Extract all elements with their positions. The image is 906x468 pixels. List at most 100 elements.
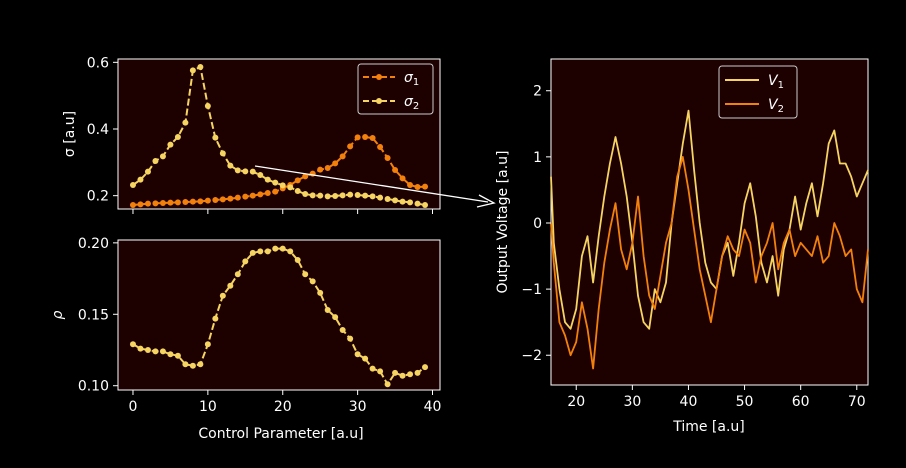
panel0-series0-point — [189, 198, 196, 205]
panel1-series0-point — [189, 362, 196, 369]
voltage-axes: −2 −1 0 1 2 20 30 40 50 60 70 — [521, 84, 865, 410]
panel0-series1-point — [339, 192, 346, 199]
panel1-series0-point — [242, 258, 249, 265]
panel1-series0-point — [384, 381, 391, 388]
panel1-series0-point — [399, 372, 406, 379]
panel1-series0-point — [234, 271, 241, 278]
panel0-series0-point — [324, 165, 331, 171]
sigma-legend: σ1 σ2 — [357, 63, 434, 115]
voltage-plot-area — [550, 58, 869, 386]
panel2-ytick-label: 2 — [533, 84, 542, 100]
panel0-series0-point — [249, 192, 256, 199]
voltage-panel: −2 −1 0 1 2 20 30 40 50 60 70 Output Voltage [a.u]… — [495, 58, 869, 435]
panel0-ytick-label: 0.6 — [87, 55, 109, 71]
panel1-series0-point — [354, 351, 361, 358]
panel0-series0-point — [182, 199, 189, 205]
panel0-series0-point — [392, 167, 399, 173]
panel0-series0-point — [129, 202, 136, 208]
panel0-series1-point — [279, 182, 286, 189]
panel0-series1-point — [392, 197, 399, 204]
panel0-series1-point — [129, 182, 136, 188]
panel0-series0-point — [242, 193, 249, 200]
panel1-xtick-label: 10 — [199, 399, 217, 415]
panel1-series0-point — [294, 257, 301, 263]
panel1-series0-point — [392, 369, 399, 376]
panel0-series0-point — [212, 197, 219, 203]
panel1-series0-point — [302, 271, 309, 278]
panel0-series0-point — [234, 194, 241, 201]
panel0-series0-point — [407, 182, 414, 188]
voltage-legend-box — [718, 65, 798, 119]
rho-y-axis-label: ρ — [50, 310, 66, 319]
panel0-series1-point — [219, 150, 226, 157]
panel0-series0-point — [204, 197, 211, 204]
panel0-series0-point — [294, 177, 301, 184]
sigma1-legend-label: σ1 — [404, 70, 419, 88]
panel0-series1-point — [294, 188, 301, 194]
panel0-ytick-label: 0.2 — [87, 189, 109, 205]
panel0-series1-point — [264, 176, 271, 183]
panel0-series0-point — [167, 199, 174, 206]
sigma-panel: 0.20.40.6 σ [a.u] σ1 σ2 — [62, 55, 441, 214]
panel1-ytick-label: 0.15 — [78, 307, 109, 323]
panel0-series1-point — [152, 158, 159, 164]
panel1-xtick-label: 20 — [274, 399, 292, 415]
sigma1-legend-sub: 1 — [413, 77, 419, 88]
panel2-series0-line — [550, 109, 869, 330]
panel1-series0-point — [377, 368, 384, 375]
panel0-series1-point — [159, 153, 166, 160]
panel1-series0-point — [287, 248, 294, 255]
panel0-series0-point — [414, 184, 421, 190]
sigma2-legend-marker — [376, 98, 382, 104]
panel0-series0-point — [339, 153, 346, 160]
panel1-ytick-label: 0.20 — [78, 236, 109, 252]
panel0-series1-point — [197, 64, 204, 70]
panel0-series1-point — [234, 167, 241, 174]
sigma1-legend-marker — [376, 74, 382, 80]
panel0-series0-point — [227, 195, 234, 202]
panel0-series0-point — [384, 155, 391, 161]
panel0-series1-point — [242, 168, 249, 175]
panel0-series1-point — [137, 176, 144, 183]
panel0-ytick-label: 0.4 — [87, 122, 109, 138]
panel0-series1-point — [309, 192, 316, 199]
panel1-series0-point — [167, 351, 174, 358]
panel0-series0-point — [144, 200, 151, 207]
panel1-series0-point — [257, 248, 264, 255]
panel1-series0-point — [362, 355, 369, 362]
panel0-series1-point — [174, 134, 181, 140]
panel0-series1-point — [347, 191, 354, 198]
panel0-series1-point — [249, 168, 256, 175]
panel0-series1-point — [257, 172, 264, 178]
panel2-xtick-label: 20 — [567, 394, 585, 410]
panel1-ytick-label: 0.10 — [78, 379, 109, 395]
panel1-series0-point — [414, 369, 421, 376]
panel1-xtick-label: 0 — [129, 399, 138, 415]
panel0-series0-point — [354, 134, 361, 141]
panel0-series0-point — [422, 183, 429, 190]
sigma-legend-box — [357, 63, 434, 115]
panel0-series1-point — [272, 179, 279, 186]
rho-series-layer — [129, 245, 429, 388]
panel0-series1-point — [287, 184, 294, 191]
panel0-series0-point — [219, 196, 226, 203]
v2-legend-sub: 2 — [778, 104, 784, 115]
v1-legend-label: V1 — [768, 73, 784, 91]
panel1-series0-point — [152, 348, 159, 355]
panel1-series0-point — [227, 282, 234, 289]
v2-legend-base: V — [768, 97, 779, 113]
panel1-series0-point — [159, 348, 166, 355]
panel2-xtick-label: 70 — [848, 394, 866, 410]
sigma-axes: 0.2 0.4 0.6 — [87, 55, 434, 214]
panel1-series0-point — [279, 245, 286, 252]
panel0-series0-point — [137, 201, 144, 208]
sigma2-legend-label: σ2 — [404, 94, 419, 112]
panel1-series0-point — [339, 327, 346, 333]
panel0-series0-point — [159, 200, 166, 206]
panel0-series0-point — [197, 198, 204, 205]
panel0-series0-point — [369, 135, 376, 141]
panel0-series1-point — [144, 168, 151, 175]
panel1-series0-point — [212, 315, 219, 322]
panel0-series1-point — [212, 134, 219, 141]
